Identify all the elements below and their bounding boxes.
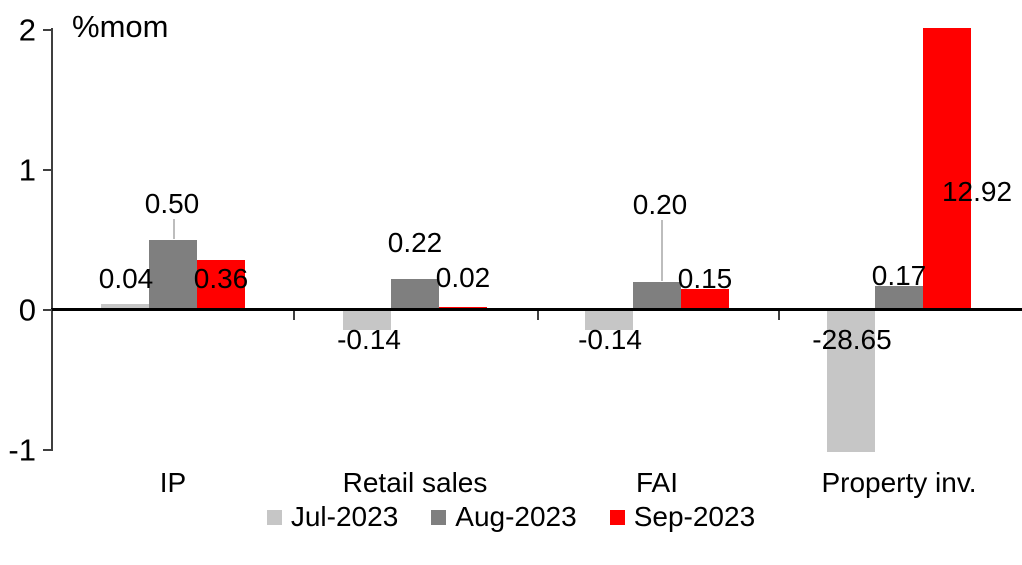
data-label: -0.14	[578, 324, 642, 355]
data-label: 0.17	[871, 260, 927, 291]
category-label-ip: IP	[159, 467, 187, 498]
bar-jul-2023-retail-sales	[343, 310, 391, 330]
legend-item-sep-2023: Sep-2023	[609, 501, 756, 532]
y-axis-line	[51, 28, 53, 451]
data-label: 0.20	[632, 189, 688, 220]
legend-label: Aug-2023	[455, 501, 577, 532]
data-label: 0.22	[387, 227, 443, 258]
bar-jul-2023-ip	[101, 304, 149, 310]
y-axis-tick-label: 0	[18, 292, 36, 328]
x-axis-tick	[293, 311, 295, 320]
data-label: 12.92	[941, 176, 1013, 207]
x-axis-zero-line	[51, 308, 1022, 311]
bar-jul-2023-property-inv	[827, 310, 875, 452]
category-label-property-inv: Property inv.	[821, 467, 977, 498]
legend-swatch-icon	[609, 509, 625, 525]
bar-sep-2023-property-inv	[923, 28, 971, 310]
legend-item-aug-2023: Aug-2023	[431, 501, 577, 532]
chart-legend: Jul-2023 Aug-2023 Sep-2023	[0, 503, 1022, 531]
bar-aug-2023-ip	[149, 240, 197, 310]
data-label: -0.14	[337, 324, 401, 355]
data-label: 0.04	[98, 263, 154, 294]
bar-jul-2023-fai	[585, 310, 633, 330]
y-axis-tick	[43, 169, 52, 171]
legend-swatch-icon	[431, 509, 447, 525]
legend-swatch-icon	[266, 509, 282, 525]
bar-aug-2023-retail-sales	[391, 279, 439, 310]
bar-aug-2023-property-inv	[875, 286, 923, 310]
axis-title: %mom	[72, 9, 169, 44]
x-axis-tick	[537, 311, 539, 320]
legend-item-jul-2023: Jul-2023	[266, 501, 399, 532]
category-label-fai: FAI	[635, 467, 679, 498]
data-label: 0.36	[193, 263, 249, 294]
bar-sep-2023-fai	[681, 289, 729, 310]
data-label-leader-line	[173, 219, 175, 239]
data-label-leader-line	[661, 220, 663, 281]
bar-sep-2023-ip	[197, 259, 245, 310]
y-axis-tick-label: 2	[18, 12, 36, 48]
x-axis-tick	[778, 311, 780, 320]
category-label-retail-sales: Retail sales	[342, 467, 488, 498]
data-label: -28.65	[812, 324, 892, 355]
y-axis-tick-label: 1	[18, 152, 36, 188]
y-axis-tick-label: -1	[8, 432, 36, 468]
legend-label: Sep-2023	[633, 501, 756, 532]
y-axis-tick	[43, 309, 52, 311]
y-axis-tick	[43, 29, 52, 31]
bar-aug-2023-fai	[633, 282, 681, 310]
data-label: 0.50	[144, 188, 200, 219]
legend-label: Jul-2023	[290, 501, 399, 532]
data-label: 0.02	[435, 262, 491, 293]
y-axis-tick	[43, 449, 52, 451]
data-label: 0.15	[677, 263, 733, 294]
